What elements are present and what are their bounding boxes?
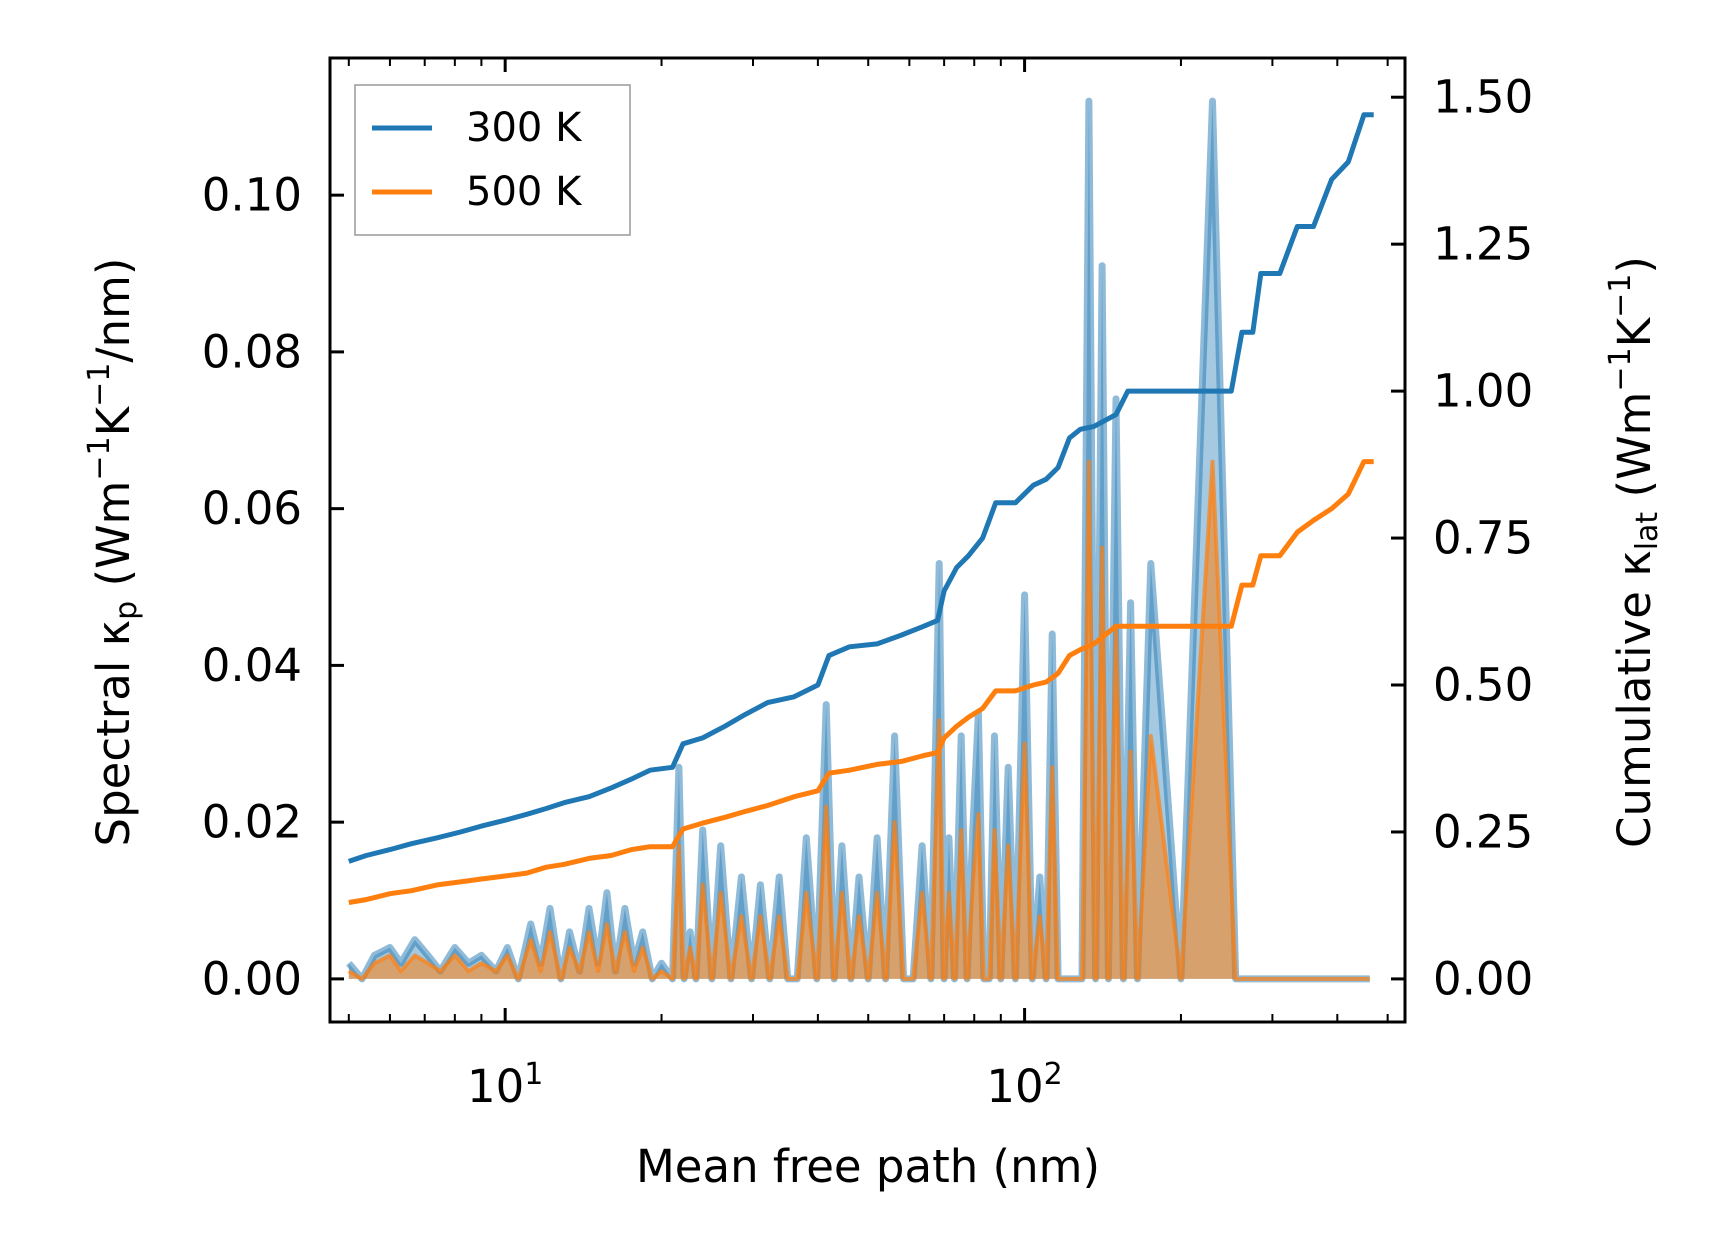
right-axis-title-exp2: −1 <box>1603 274 1638 318</box>
left-axis-title-exp2: −1 <box>82 363 117 407</box>
legend-label: 300 K <box>466 105 583 151</box>
right-axis-title-units: (Wm <box>1608 392 1661 512</box>
x-axis-title: Mean free path (nm) <box>636 1140 1100 1193</box>
x-tick-exp: 1 <box>524 1057 543 1092</box>
left-axis-title-mid: K <box>87 405 140 436</box>
right-axis-title-exp1: −1 <box>1603 347 1638 391</box>
left-tick-label: 0.04 <box>202 639 302 692</box>
right-axis-title-main: Cumulative κ <box>1608 550 1661 848</box>
spectral-500k-line <box>347 459 1370 981</box>
right-tick-label: 1.25 <box>1433 218 1533 271</box>
spectral-500k-fill <box>348 461 1370 979</box>
left-tick-label: 0.00 <box>202 952 302 1005</box>
left-axis-title-main: Spectral κ <box>87 620 140 847</box>
left-tick-label: 0.02 <box>202 796 302 849</box>
right-tick-label: 0.25 <box>1433 805 1533 858</box>
x-tick-label: 101 <box>467 1057 543 1113</box>
right-tick-label: 1.00 <box>1433 365 1533 418</box>
cumulative-500k-line <box>348 459 1374 905</box>
right-axis-title-end: ) <box>1608 256 1661 274</box>
right-axis-title-sub: lat <box>1630 512 1665 551</box>
right-tick-label: 1.50 <box>1433 71 1533 124</box>
left-axis-title-exp1: −1 <box>82 436 117 480</box>
legend-label: 500 K <box>466 169 583 215</box>
x-tick-base: 10 <box>467 1060 524 1113</box>
right-tick-label: 0.50 <box>1433 659 1533 712</box>
plot-content <box>346 97 1374 983</box>
x-tick-exp: 2 <box>1044 1057 1063 1092</box>
right-tick-label: 0.75 <box>1433 512 1533 565</box>
left-axis-title-units: (Wm <box>87 481 140 601</box>
x-tick-label: 102 <box>986 1057 1062 1113</box>
left-tick-label: 0.06 <box>202 482 302 535</box>
left-axis-title: Spectral κp (Wm−1K−1/nm) <box>82 258 144 847</box>
left-tick-label: 0.08 <box>202 325 302 378</box>
legend-box <box>354 84 631 236</box>
x-tick-base: 10 <box>986 1060 1043 1113</box>
left-axis-title-end: /nm) <box>87 258 140 363</box>
axes-layer: 0.00 0.02 0.04 0.06 0.08 0.10 0.00 0.25 0.50 0.75… <box>202 56 1533 1113</box>
left-tick-label: 0.10 <box>202 169 302 222</box>
right-axis-title-mid: K <box>1608 316 1661 347</box>
right-axis-title: Cumulative κlat (Wm−1K−1) <box>1603 256 1665 848</box>
left-axis-title-sub: p <box>109 601 144 620</box>
plot-area <box>346 97 1374 983</box>
cumulative-300k-line <box>347 112 1374 864</box>
legend: 300 K 500 K <box>354 84 631 236</box>
right-tick-label: 0.00 <box>1433 952 1533 1005</box>
